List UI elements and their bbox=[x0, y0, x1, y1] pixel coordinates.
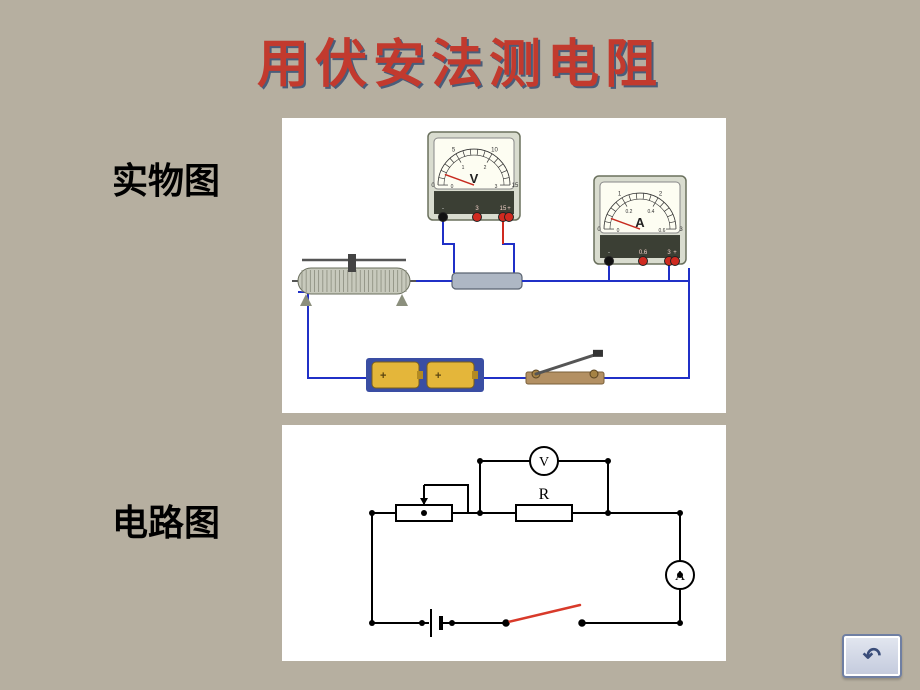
return-icon: ↶ bbox=[863, 643, 881, 669]
svg-text:V: V bbox=[539, 455, 549, 470]
label-schematic-diagram: 电路图 bbox=[112, 494, 220, 546]
physical-diagram-panel: 0510150123V-315+012300.20.40.6A-0.63+++ bbox=[282, 118, 726, 413]
svg-text:+: + bbox=[380, 370, 386, 382]
label-physical-diagram: 实物图 bbox=[112, 152, 220, 204]
svg-text:-: - bbox=[442, 206, 444, 212]
svg-text:10: 10 bbox=[491, 148, 498, 154]
svg-text:用伏安法测电阻: 用伏安法测电阻 bbox=[257, 36, 663, 94]
schematic-diagram-panel: RVA bbox=[282, 425, 726, 661]
svg-text:0.6: 0.6 bbox=[659, 228, 666, 234]
svg-text:2: 2 bbox=[484, 165, 487, 171]
svg-text:3: 3 bbox=[495, 184, 498, 190]
svg-text:15: 15 bbox=[512, 183, 519, 189]
svg-text:+: + bbox=[507, 206, 511, 212]
return-button[interactable]: ↶ bbox=[842, 634, 902, 678]
svg-text:+: + bbox=[435, 370, 441, 382]
svg-text:R: R bbox=[539, 486, 550, 503]
svg-text:0: 0 bbox=[617, 228, 620, 234]
schematic-diagram-svg: RVA bbox=[282, 425, 726, 661]
svg-text:0: 0 bbox=[451, 184, 454, 190]
svg-text:0.4: 0.4 bbox=[648, 209, 655, 215]
svg-text:+: + bbox=[673, 250, 677, 256]
svg-text:1: 1 bbox=[462, 165, 465, 171]
svg-text:0.2: 0.2 bbox=[626, 209, 633, 215]
svg-text:0.6: 0.6 bbox=[639, 250, 648, 256]
physical-diagram-svg: 0510150123V-315+012300.20.40.6A-0.63+++ bbox=[282, 118, 726, 413]
svg-text:15: 15 bbox=[500, 206, 507, 212]
svg-text:-: - bbox=[608, 250, 610, 256]
slide-title: 用伏安法测电阻用伏安法测电阻 bbox=[0, 34, 920, 104]
